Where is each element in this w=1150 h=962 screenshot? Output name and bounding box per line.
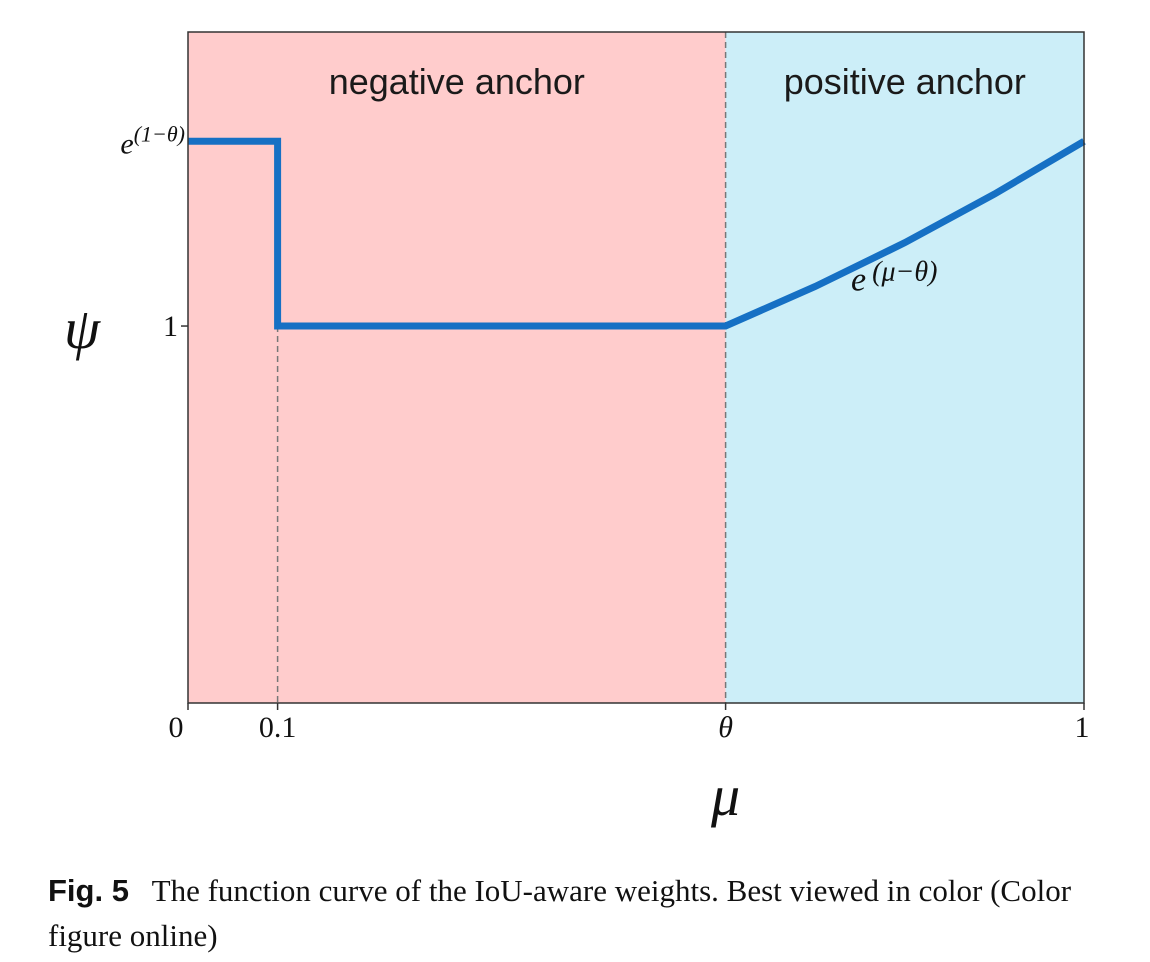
x-tick-label-2: θ xyxy=(718,711,733,744)
y-axis-title: ψ xyxy=(64,296,101,361)
x-tick-label-3: 1 xyxy=(1075,711,1090,744)
x-axis-title: μ xyxy=(710,763,740,828)
region-label-negative-anchor: negative anchor xyxy=(329,61,585,102)
region-positive-anchor xyxy=(725,32,1084,703)
curve-annotation: e (μ−θ) xyxy=(851,256,937,298)
x-tick-label-1: 0.1 xyxy=(259,711,297,744)
region-label-positive-anchor: positive anchor xyxy=(784,61,1026,102)
x-tick-label-0: 0 xyxy=(169,711,184,744)
caption-label: Fig. 5 xyxy=(48,873,129,908)
series-line-weight xyxy=(188,137,1086,330)
figure-caption: Fig. 5 The function curve of the IoU-awa… xyxy=(48,868,1108,958)
y-tick-label-top: e(1−θ) xyxy=(120,121,185,160)
plot-frame xyxy=(187,31,1085,704)
y-tick-label-0: 1 xyxy=(163,310,178,343)
region-negative-anchor xyxy=(188,32,726,703)
caption-text: The function curve of the IoU-aware weig… xyxy=(48,873,1072,953)
